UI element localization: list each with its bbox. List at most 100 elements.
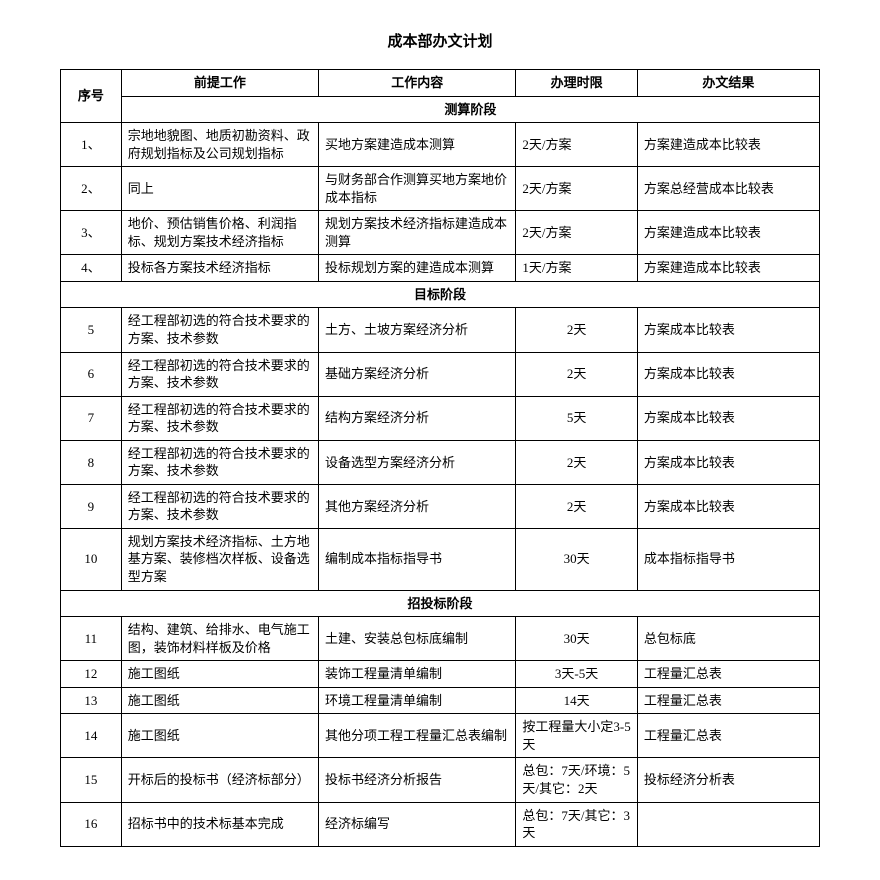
cell-pre: 地价、预估销售价格、利润指标、规划方案技术经济指标 bbox=[121, 211, 318, 255]
cell-time: 总包：7天/环境：5天/其它：2天 bbox=[516, 758, 637, 802]
cell-no: 10 bbox=[61, 528, 122, 590]
cell-no: 15 bbox=[61, 758, 122, 802]
cell-pre: 宗地地貌图、地质初勘资料、政府规划指标及公司规划指标 bbox=[121, 123, 318, 167]
cell-pre: 投标各方案技术经济指标 bbox=[121, 255, 318, 282]
cell-no: 9 bbox=[61, 484, 122, 528]
cell-no: 8 bbox=[61, 440, 122, 484]
table-row: 7经工程部初选的符合技术要求的方案、技术参数结构方案经济分析5天方案成本比较表 bbox=[61, 396, 820, 440]
cell-content: 投标书经济分析报告 bbox=[319, 758, 516, 802]
cell-result: 方案成本比较表 bbox=[637, 352, 819, 396]
table-row: 11结构、建筑、给排水、电气施工图，装饰材料样板及价格土建、安装总包标底编制30… bbox=[61, 617, 820, 661]
cell-result: 方案成本比较表 bbox=[637, 396, 819, 440]
cell-pre: 招标书中的技术标基本完成 bbox=[121, 802, 318, 846]
cell-content: 与财务部合作测算买地方案地价成本指标 bbox=[319, 167, 516, 211]
cell-time: 2天/方案 bbox=[516, 211, 637, 255]
table-row: 10规划方案技术经济指标、土方地基方案、装修档次样板、设备选型方案编制成本指标指… bbox=[61, 528, 820, 590]
cell-time: 1天/方案 bbox=[516, 255, 637, 282]
cell-content: 土方、土坡方案经济分析 bbox=[319, 308, 516, 352]
cell-content: 结构方案经济分析 bbox=[319, 396, 516, 440]
cell-no: 4、 bbox=[61, 255, 122, 282]
cell-no: 3、 bbox=[61, 211, 122, 255]
cell-result: 工程量汇总表 bbox=[637, 687, 819, 714]
cell-content: 其他方案经济分析 bbox=[319, 484, 516, 528]
cell-pre: 同上 bbox=[121, 167, 318, 211]
cell-pre: 经工程部初选的符合技术要求的方案、技术参数 bbox=[121, 440, 318, 484]
table-row: 5经工程部初选的符合技术要求的方案、技术参数土方、土坡方案经济分析2天方案成本比… bbox=[61, 308, 820, 352]
table-row: 4、投标各方案技术经济指标投标规划方案的建造成本测算1天/方案方案建造成本比较表 bbox=[61, 255, 820, 282]
cell-content: 基础方案经济分析 bbox=[319, 352, 516, 396]
table-row: 15开标后的投标书（经济标部分）投标书经济分析报告总包：7天/环境：5天/其它：… bbox=[61, 758, 820, 802]
cell-pre: 规划方案技术经济指标、土方地基方案、装修档次样板、设备选型方案 bbox=[121, 528, 318, 590]
cell-time: 30天 bbox=[516, 528, 637, 590]
cell-content: 土建、安装总包标底编制 bbox=[319, 617, 516, 661]
table-row: 6经工程部初选的符合技术要求的方案、技术参数基础方案经济分析2天方案成本比较表 bbox=[61, 352, 820, 396]
cell-time: 2天/方案 bbox=[516, 123, 637, 167]
cell-time: 2天 bbox=[516, 308, 637, 352]
cell-pre: 经工程部初选的符合技术要求的方案、技术参数 bbox=[121, 352, 318, 396]
cell-pre: 开标后的投标书（经济标部分） bbox=[121, 758, 318, 802]
cell-result: 方案建造成本比较表 bbox=[637, 211, 819, 255]
cell-pre: 经工程部初选的符合技术要求的方案、技术参数 bbox=[121, 308, 318, 352]
cell-no: 6 bbox=[61, 352, 122, 396]
cell-pre: 经工程部初选的符合技术要求的方案、技术参数 bbox=[121, 396, 318, 440]
cell-no: 13 bbox=[61, 687, 122, 714]
table-row: 8经工程部初选的符合技术要求的方案、技术参数设备选型方案经济分析2天方案成本比较… bbox=[61, 440, 820, 484]
cell-result: 成本指标指导书 bbox=[637, 528, 819, 590]
cell-time: 2天 bbox=[516, 484, 637, 528]
cell-no: 11 bbox=[61, 617, 122, 661]
cell-no: 16 bbox=[61, 802, 122, 846]
table-row: 3、地价、预估销售价格、利润指标、规划方案技术经济指标规划方案技术经济指标建造成… bbox=[61, 211, 820, 255]
cell-no: 2、 bbox=[61, 167, 122, 211]
cell-result bbox=[637, 802, 819, 846]
section-row: 目标阶段 bbox=[61, 281, 820, 308]
cell-pre: 施工图纸 bbox=[121, 714, 318, 758]
col-content: 工作内容 bbox=[319, 70, 516, 97]
cell-pre: 施工图纸 bbox=[121, 687, 318, 714]
cell-time: 2天 bbox=[516, 440, 637, 484]
page-title: 成本部办文计划 bbox=[60, 30, 820, 51]
cell-content: 投标规划方案的建造成本测算 bbox=[319, 255, 516, 282]
cell-time: 14天 bbox=[516, 687, 637, 714]
cell-pre: 结构、建筑、给排水、电气施工图，装饰材料样板及价格 bbox=[121, 617, 318, 661]
cell-time: 总包：7天/其它：3天 bbox=[516, 802, 637, 846]
col-no: 序号 bbox=[61, 70, 122, 123]
cell-no: 5 bbox=[61, 308, 122, 352]
cell-no: 12 bbox=[61, 661, 122, 688]
table-row: 16招标书中的技术标基本完成经济标编写总包：7天/其它：3天 bbox=[61, 802, 820, 846]
table-row: 12施工图纸装饰工程量清单编制3天-5天工程量汇总表 bbox=[61, 661, 820, 688]
section-1: 测算阶段 bbox=[61, 96, 820, 123]
table-row: 1、宗地地貌图、地质初勘资料、政府规划指标及公司规划指标买地方案建造成本测算2天… bbox=[61, 123, 820, 167]
plan-table: 序号 前提工作 工作内容 办理时限 办文结果 测算阶段 1、宗地地貌图、地质初勘… bbox=[60, 69, 820, 847]
cell-content: 其他分项工程工程量汇总表编制 bbox=[319, 714, 516, 758]
col-pre: 前提工作 bbox=[121, 70, 318, 97]
cell-content: 买地方案建造成本测算 bbox=[319, 123, 516, 167]
cell-result: 方案建造成本比较表 bbox=[637, 255, 819, 282]
cell-content: 编制成本指标指导书 bbox=[319, 528, 516, 590]
cell-result: 方案总经营成本比较表 bbox=[637, 167, 819, 211]
cell-no: 7 bbox=[61, 396, 122, 440]
cell-result: 方案成本比较表 bbox=[637, 308, 819, 352]
cell-time: 按工程量大小定3-5天 bbox=[516, 714, 637, 758]
table-row: 13施工图纸环境工程量清单编制14天工程量汇总表 bbox=[61, 687, 820, 714]
cell-result: 方案建造成本比较表 bbox=[637, 123, 819, 167]
cell-time: 2天 bbox=[516, 352, 637, 396]
table-row: 2、同上与财务部合作测算买地方案地价成本指标2天/方案方案总经营成本比较表 bbox=[61, 167, 820, 211]
col-result: 办文结果 bbox=[637, 70, 819, 97]
col-time: 办理时限 bbox=[516, 70, 637, 97]
section-label: 目标阶段 bbox=[61, 281, 820, 308]
cell-time: 3天-5天 bbox=[516, 661, 637, 688]
cell-content: 设备选型方案经济分析 bbox=[319, 440, 516, 484]
cell-content: 环境工程量清单编制 bbox=[319, 687, 516, 714]
header-row: 序号 前提工作 工作内容 办理时限 办文结果 bbox=[61, 70, 820, 97]
cell-content: 经济标编写 bbox=[319, 802, 516, 846]
cell-time: 2天/方案 bbox=[516, 167, 637, 211]
cell-pre: 施工图纸 bbox=[121, 661, 318, 688]
cell-no: 1、 bbox=[61, 123, 122, 167]
cell-content: 规划方案技术经济指标建造成本测算 bbox=[319, 211, 516, 255]
cell-pre: 经工程部初选的符合技术要求的方案、技术参数 bbox=[121, 484, 318, 528]
cell-result: 总包标底 bbox=[637, 617, 819, 661]
table-row: 9经工程部初选的符合技术要求的方案、技术参数其他方案经济分析2天方案成本比较表 bbox=[61, 484, 820, 528]
cell-content: 装饰工程量清单编制 bbox=[319, 661, 516, 688]
cell-time: 5天 bbox=[516, 396, 637, 440]
cell-result: 方案成本比较表 bbox=[637, 440, 819, 484]
